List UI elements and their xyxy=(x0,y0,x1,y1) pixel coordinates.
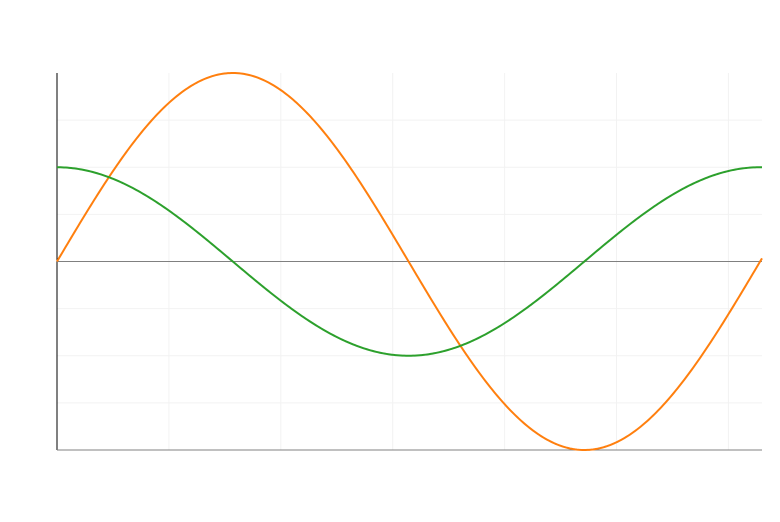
series-lines xyxy=(56,72,763,451)
series-line-0 xyxy=(56,72,763,451)
series-line-1 xyxy=(56,166,763,357)
